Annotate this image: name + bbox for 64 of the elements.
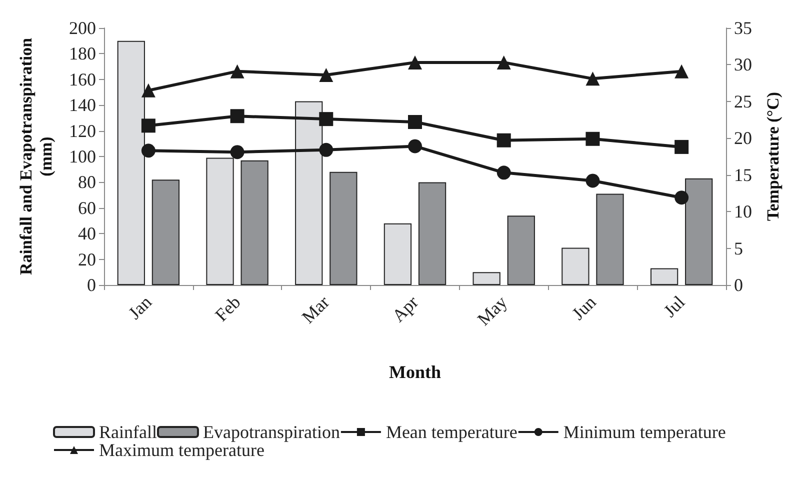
y2-tick-label: 10 <box>734 202 752 222</box>
x-tick-label: Apr <box>388 292 422 326</box>
y-tick-label: 120 <box>69 120 96 141</box>
bar <box>562 248 590 285</box>
point <box>408 56 422 70</box>
point <box>319 142 334 157</box>
y-tick-label: 40 <box>78 224 96 244</box>
y-tick-label: 200 <box>69 18 96 38</box>
bar <box>240 160 268 285</box>
x-tick-label: Feb <box>211 292 244 326</box>
bar <box>507 216 535 285</box>
legend-label: Evapotranspiration <box>202 422 340 442</box>
point <box>674 64 689 78</box>
point <box>319 112 334 126</box>
y2-tick-label: 20 <box>734 128 752 148</box>
point <box>674 140 689 154</box>
bar <box>152 180 180 285</box>
y2-tick-label: 0 <box>734 275 743 295</box>
bar <box>418 182 446 285</box>
point <box>496 166 511 180</box>
y2-tick-label: 30 <box>734 54 752 75</box>
point <box>141 144 156 158</box>
y2-tick-label: 35 <box>734 18 752 38</box>
point <box>586 72 600 86</box>
y-tick-label: 20 <box>78 249 96 270</box>
point <box>496 56 511 70</box>
x-tick-label: Mar <box>298 292 334 328</box>
x-axis-title: Month <box>388 362 442 382</box>
y-tick-label: 100 <box>69 146 96 166</box>
x-tick-label: Jan <box>124 292 156 324</box>
y2-tick-label: 5 <box>734 238 743 258</box>
y-tick-label: 180 <box>69 44 96 64</box>
point <box>230 145 244 160</box>
bar <box>384 223 412 285</box>
y2-tick-label: 15 <box>734 164 752 185</box>
point <box>408 114 422 129</box>
point <box>230 109 244 124</box>
point <box>141 118 156 133</box>
bar <box>472 272 500 285</box>
y-axis-title: Rainfall and Evapotranspiration (mm) <box>16 37 56 276</box>
point <box>230 64 244 78</box>
y-tick-label: 80 <box>78 172 96 192</box>
y-tick-label: 140 <box>69 95 96 116</box>
y2-axis-title: Temperature (°C) <box>763 92 782 222</box>
bar <box>596 194 624 285</box>
point <box>141 83 156 98</box>
y-tick-label: 160 <box>69 69 96 90</box>
x-tick-label: Jun <box>568 292 600 324</box>
bar <box>650 268 678 285</box>
legend-label: Mean temperature <box>386 422 518 442</box>
y-tick-label: 60 <box>78 198 96 218</box>
point <box>674 190 689 205</box>
point <box>586 174 600 188</box>
bar <box>330 172 358 285</box>
y-tick-label: 0 <box>87 275 96 295</box>
x-tick-label: May <box>473 292 511 330</box>
x-tick-label: Jul <box>660 292 689 321</box>
legend-label: Minimum temperature <box>563 422 726 442</box>
point <box>496 133 511 148</box>
point <box>586 132 600 146</box>
y2-tick-label: 25 <box>734 91 752 112</box>
legend-label: Rainfall <box>99 422 157 442</box>
point <box>408 139 422 154</box>
point <box>319 68 334 82</box>
